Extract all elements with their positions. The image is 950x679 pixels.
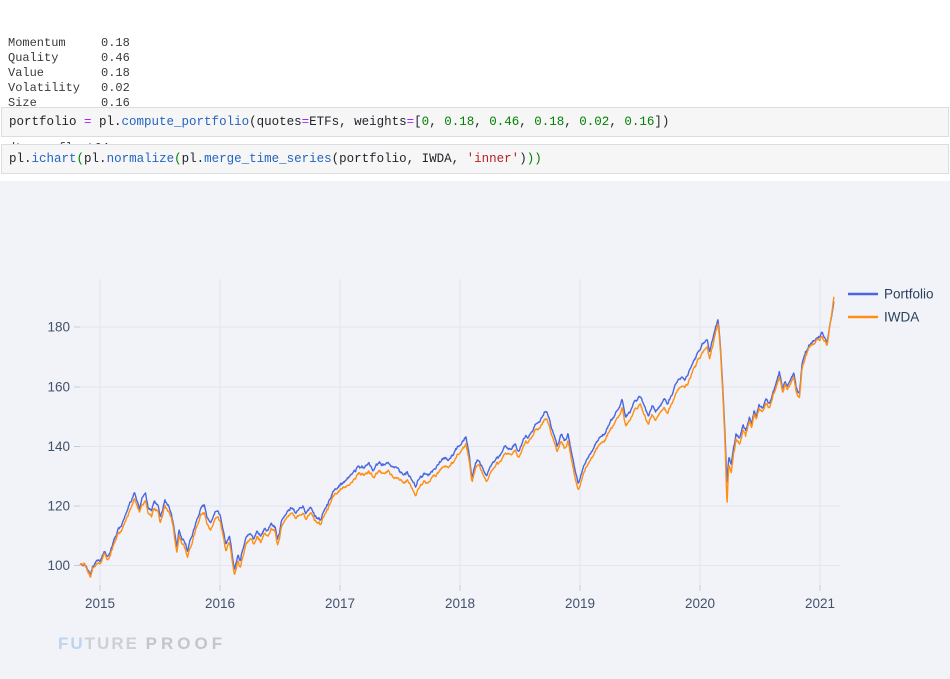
- code-token-plain: (portfolio, IWDA,: [331, 152, 467, 166]
- watermark-proof: PROOF: [145, 634, 227, 653]
- code-token-plain: ,: [429, 115, 445, 129]
- code-token-plain: pl.: [9, 152, 32, 166]
- x-tick-label: 2019: [565, 596, 595, 611]
- x-tick-label: 2021: [805, 596, 835, 611]
- code-token-func: compute_portfolio: [121, 115, 250, 129]
- code-token-plain: pl.: [181, 152, 205, 166]
- output-label: Value: [8, 66, 45, 80]
- code-token-op: =: [406, 115, 415, 129]
- chart-canvas[interactable]: 100 120 140 160 180 2015 2016 2017 2018 2019 2020 2…: [0, 181, 950, 679]
- output-label: Volatility: [8, 81, 81, 95]
- price-chart: 100 120 140 160 180 2015 2016 2017 2018 2019 2020 2…: [0, 181, 950, 679]
- output-label: Size: [8, 96, 37, 110]
- legend-label: IWDA: [884, 310, 919, 325]
- output-row: Momentum 0.18: [8, 36, 130, 51]
- output-value: 0.46: [101, 51, 130, 65]
- code-token-plain: pl.: [84, 152, 107, 166]
- code-token-plain: ,: [474, 115, 490, 129]
- code-token-func: ichart: [31, 152, 77, 166]
- code-token-num: 0.16: [624, 115, 655, 129]
- x-tick-label: 2015: [85, 596, 115, 611]
- code-token-plain: ,: [519, 115, 535, 129]
- output-label: Quality: [8, 51, 59, 65]
- y-tick-label: 120: [47, 499, 70, 514]
- output-value: 0.02: [101, 81, 130, 95]
- code-token-bracket: (: [76, 152, 85, 166]
- legend-item-portfolio[interactable]: Portfolio: [848, 287, 934, 302]
- output-value: 0.16: [101, 96, 130, 110]
- code-token-num: 0: [421, 115, 430, 129]
- output-row: Quality 0.46: [8, 51, 130, 66]
- legend-label: Portfolio: [884, 287, 934, 302]
- output-value: 0.18: [101, 36, 130, 50]
- code-token-plain: (quotes: [249, 115, 302, 129]
- x-tick-label: 2016: [205, 596, 235, 611]
- y-tick-label: 180: [47, 320, 70, 335]
- factor-rows: Momentum 0.18 Quality 0.46 Value 0.18 Volatili…: [8, 36, 130, 111]
- code-token-num: 0.46: [489, 115, 520, 129]
- code-token-plain: ,: [564, 115, 580, 129]
- code-token-func: merge_time_series: [204, 152, 332, 166]
- output-row: Size 0.16: [8, 96, 130, 111]
- code-token-str: 'inner': [466, 152, 520, 166]
- output-label: Momentum: [8, 36, 66, 50]
- code-token-plain: portfolio: [9, 115, 85, 129]
- code-token-num: 0.18: [534, 115, 565, 129]
- code-token-plain: ): [519, 152, 527, 166]
- watermark-ture: TURE: [84, 634, 146, 653]
- x-tick-label: 2020: [685, 596, 715, 611]
- x-tick-label: 2018: [445, 596, 475, 611]
- code-token-plain: ]): [654, 115, 670, 129]
- code-cell-compute-portfolio[interactable]: portfolio = pl.compute_portfolio(quotes=…: [1, 107, 949, 137]
- code-token-num: 0.02: [579, 115, 610, 129]
- output-row: Value 0.18: [8, 66, 130, 81]
- code-token-bracket: )): [526, 152, 542, 166]
- code-token-plain: [: [414, 115, 422, 129]
- code-token-num: 0.18: [444, 115, 475, 129]
- code-cell-ichart[interactable]: pl.ichart(pl.normalize(pl.merge_time_ser…: [1, 144, 949, 174]
- x-tick-label: 2017: [325, 596, 355, 611]
- iwda-line[interactable]: [79, 296, 835, 578]
- y-tick-label: 140: [47, 439, 70, 454]
- code-token-op: =: [84, 115, 92, 129]
- code-token-op: =: [301, 115, 310, 129]
- code-token-plain: pl.: [91, 115, 122, 129]
- future-proof-watermark: FUTURE PROOF: [58, 634, 226, 654]
- output-row: Volatility 0.02: [8, 81, 130, 96]
- y-tick-label: 160: [47, 379, 70, 394]
- portfolio-line[interactable]: [79, 301, 835, 577]
- y-tick-label: 100: [47, 558, 70, 573]
- watermark-fu: FU: [58, 634, 85, 653]
- code-token-plain: ETFs, weights: [309, 115, 407, 129]
- code-token-func: normalize: [106, 152, 175, 166]
- code-token-plain: ,: [609, 115, 625, 129]
- legend-item-iwda[interactable]: IWDA: [848, 310, 919, 325]
- output-value: 0.18: [101, 66, 130, 80]
- code-token-bracket: (: [174, 152, 182, 166]
